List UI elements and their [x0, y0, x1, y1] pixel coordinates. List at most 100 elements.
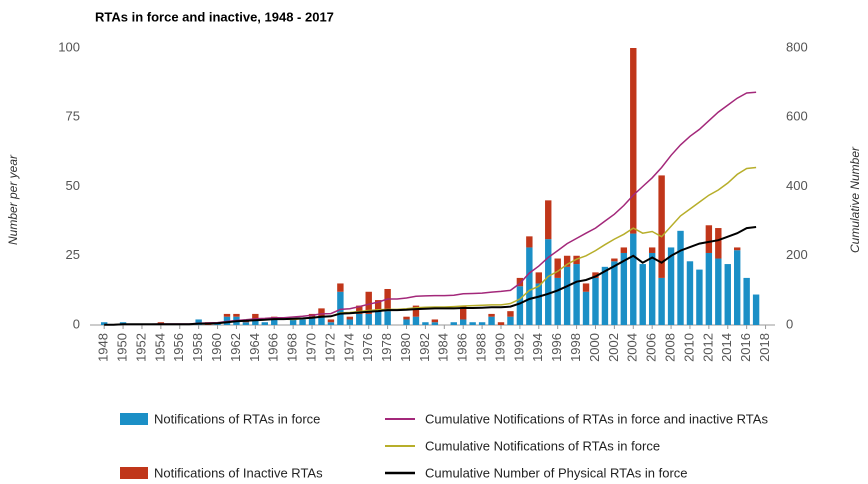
legend-swatch	[120, 467, 148, 479]
bar	[686, 261, 694, 325]
bar	[337, 291, 344, 325]
bar	[195, 319, 202, 325]
bar	[535, 272, 542, 284]
bar	[705, 225, 713, 253]
legend-label: Notifications of Inactive RTAs	[154, 465, 323, 480]
x-tick-label: 1992	[511, 333, 526, 362]
bar	[526, 236, 533, 248]
y-tick-label: 50	[66, 178, 80, 193]
bar	[384, 311, 391, 325]
bar	[734, 250, 741, 325]
bar	[488, 316, 495, 325]
bar	[677, 230, 684, 325]
bar	[460, 305, 467, 320]
bar	[469, 322, 476, 325]
bar	[497, 322, 505, 325]
bar	[431, 319, 439, 323]
bar	[365, 291, 372, 314]
bar	[630, 233, 637, 325]
y-tick-label: 0	[73, 316, 80, 331]
bar	[346, 316, 354, 320]
x-tick-label: 2000	[587, 333, 602, 362]
bar	[592, 272, 599, 278]
x-tick-label: 1994	[530, 333, 545, 362]
legend-label: Cumulative Notifications of RTAs in forc…	[425, 438, 660, 453]
x-tick-label: 1952	[133, 333, 148, 362]
bar	[734, 247, 741, 251]
bar	[563, 255, 571, 267]
bar	[554, 277, 561, 325]
bar	[667, 247, 675, 325]
x-tick-label: 2010	[681, 333, 696, 362]
bar	[516, 286, 524, 325]
bar	[289, 319, 297, 325]
y2-tick-label: 600	[786, 109, 808, 124]
bar	[705, 252, 713, 325]
line	[104, 91, 757, 326]
bar	[545, 200, 552, 240]
y2-tick-label: 0	[786, 316, 793, 331]
x-tick-label: 2016	[738, 333, 753, 362]
bar	[478, 322, 486, 325]
bar	[422, 322, 429, 325]
line	[104, 226, 757, 326]
bar	[346, 319, 354, 325]
x-tick-label: 1990	[492, 333, 507, 362]
bar	[271, 319, 278, 325]
bar	[374, 300, 382, 312]
bar	[620, 247, 628, 253]
x-tick-label: 2018	[757, 333, 772, 362]
bar	[318, 308, 325, 317]
bar	[488, 313, 495, 317]
bar	[403, 316, 410, 320]
x-tick-label: 1950	[115, 333, 130, 362]
bar	[743, 277, 750, 325]
bar	[299, 319, 306, 325]
bar	[233, 313, 240, 317]
x-tick-label: 1982	[417, 333, 432, 362]
bar	[724, 264, 731, 325]
bar	[100, 322, 108, 325]
x-tick-label: 1974	[341, 333, 356, 362]
bar	[648, 252, 656, 325]
bar	[412, 305, 420, 317]
bar	[507, 311, 514, 317]
bar	[601, 266, 609, 325]
x-tick-label: 1954	[152, 333, 167, 362]
bar	[327, 322, 335, 325]
y-tick-label: 75	[66, 109, 80, 124]
bar	[639, 264, 646, 325]
bar	[611, 261, 618, 325]
y-axis-title: Number per year	[6, 154, 20, 245]
bar	[658, 277, 665, 325]
legend-label: Cumulative Notifications of RTAs in forc…	[425, 411, 768, 426]
bar	[573, 264, 580, 325]
bar	[242, 322, 250, 325]
bar	[630, 48, 637, 234]
x-tick-label: 1972	[322, 333, 337, 362]
x-tick-label: 1978	[379, 333, 394, 362]
bar	[223, 313, 231, 317]
y2-tick-label: 400	[786, 178, 808, 193]
bar	[403, 319, 410, 325]
x-tick-label: 1984	[436, 333, 451, 362]
bar	[620, 252, 628, 325]
bar	[365, 313, 372, 325]
x-tick-label: 1964	[247, 333, 262, 362]
x-tick-label: 2008	[663, 333, 678, 362]
bar	[535, 283, 542, 325]
x-tick-label: 1948	[96, 333, 111, 362]
x-tick-label: 1976	[360, 333, 375, 362]
legend-label: Notifications of RTAs in force	[154, 411, 320, 426]
x-tick-label: 2006	[644, 333, 659, 362]
bar	[261, 322, 268, 325]
y2-tick-label: 200	[786, 247, 808, 262]
bar	[554, 258, 561, 278]
legend-label: Cumulative Number of Physical RTAs in fo…	[425, 465, 688, 480]
x-tick-label: 1958	[190, 333, 205, 362]
bar	[545, 239, 552, 325]
y-tick-label: 100	[58, 39, 80, 54]
bar	[374, 311, 382, 325]
bar	[582, 291, 590, 325]
